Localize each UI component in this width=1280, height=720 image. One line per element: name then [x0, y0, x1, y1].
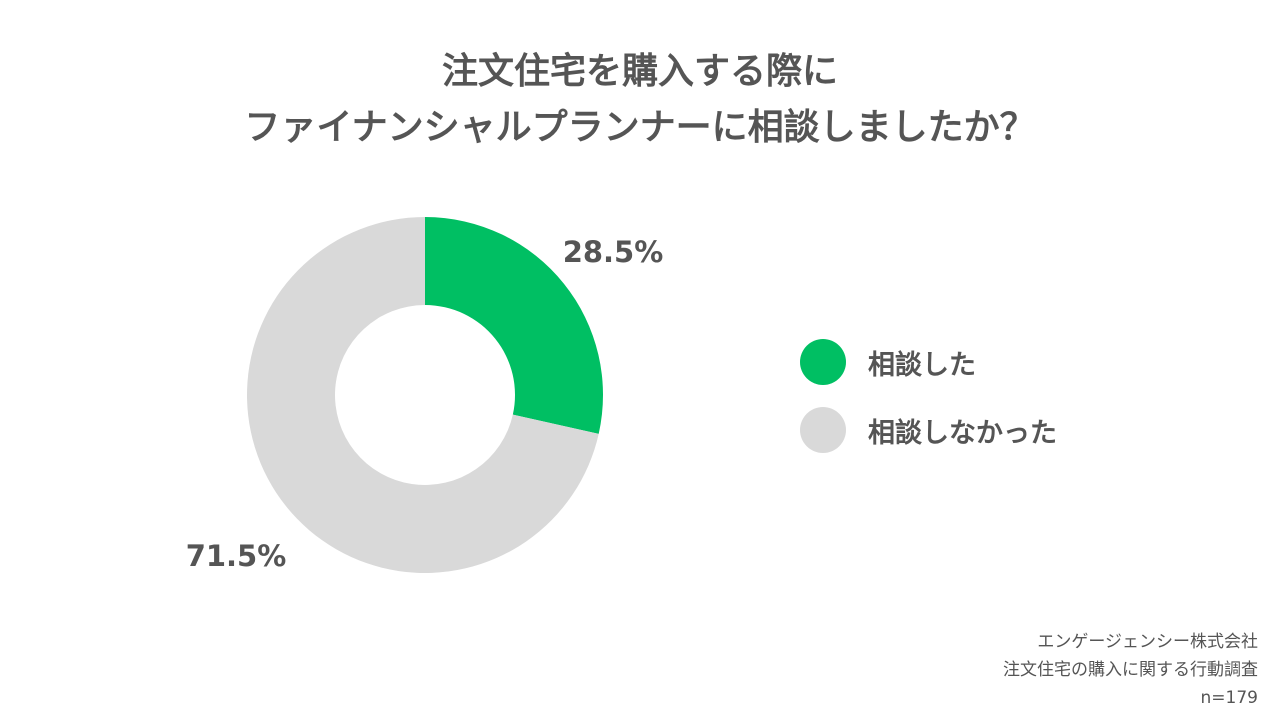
legend-item-not-consulted: 相談しなかった	[800, 405, 1057, 455]
source-sample-size: n=179	[1200, 688, 1258, 708]
source-company: エンゲージェンシー株式会社	[1037, 632, 1258, 652]
chart-title-line-1: 注文住宅を購入する際に	[441, 51, 838, 92]
legend-swatch-not-consulted	[800, 407, 846, 453]
donut-slice-consulted	[425, 217, 603, 434]
legend-label-consulted: 相談した	[868, 349, 976, 381]
chart-title-line-2: ファイナンシャルプランナーに相談しましたか？	[244, 107, 1036, 148]
legend: 相談した 相談しなかった	[800, 337, 1057, 473]
donut-slice-not-consulted	[246, 217, 599, 574]
donut-slices	[246, 217, 603, 574]
slice-label-consulted: 28.5%	[563, 235, 664, 269]
legend-swatch-consulted	[800, 339, 846, 385]
legend-label-not-consulted: 相談しなかった	[868, 417, 1057, 449]
source-survey: 注文住宅の購入に関する行動調査	[1003, 660, 1258, 680]
legend-item-consulted: 相談した	[800, 337, 1057, 387]
chart-title: 注文住宅を購入する際に ファイナンシャルプランナーに相談しましたか？	[0, 44, 1280, 156]
source-note: エンゲージェンシー株式会社 注文住宅の購入に関する行動調査 n=179	[1003, 628, 1258, 712]
slice-label-not-consulted: 71.5%	[186, 539, 287, 573]
